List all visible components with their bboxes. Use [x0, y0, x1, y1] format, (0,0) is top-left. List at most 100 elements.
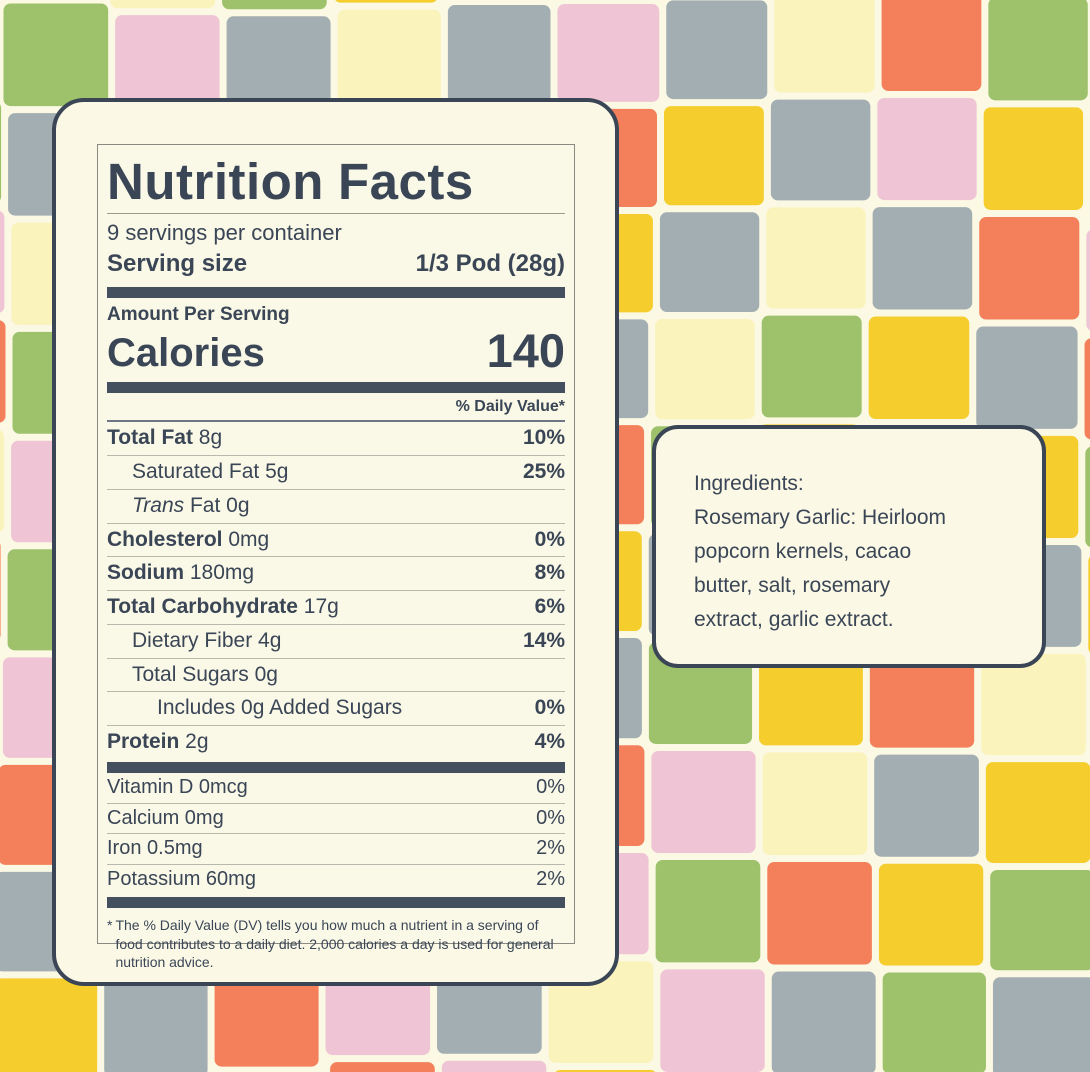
micronutrient-label: Calcium 0mg	[107, 806, 224, 829]
mosaic-tile	[1085, 446, 1090, 548]
nutrient-row: Protein 2g 4%	[98, 726, 574, 759]
micronutrient-row: Vitamin D 0mcg 0%	[98, 773, 574, 803]
nutrient-row-divider	[107, 691, 565, 693]
nutrient-row-divider	[107, 556, 565, 558]
mosaic-tile	[0, 543, 1, 638]
mosaic-tile	[664, 106, 764, 206]
mosaic-tile	[0, 978, 98, 1072]
mosaic-tile	[115, 15, 220, 118]
mosaic-tile	[548, 961, 654, 1063]
bar-below-calories	[107, 382, 565, 394]
mosaic-tile	[761, 315, 862, 418]
nutrient-label-bold: Total Fat	[107, 426, 193, 450]
nutrient-row-divider	[107, 455, 565, 457]
micronutrient-row-divider	[107, 802, 565, 804]
mosaic-tile	[330, 1062, 435, 1072]
nutrient-row-divider	[107, 488, 565, 490]
nutrient-rows: Total Fat 8g 10% Saturated Fat 5g 25% Trans …	[98, 422, 574, 759]
nutrient-daily-value: 4%	[534, 730, 565, 754]
mosaic-tile	[447, 4, 551, 103]
nutrient-label: Saturated Fat 5g	[132, 460, 289, 484]
nutrient-label: Protein 2g	[107, 730, 209, 754]
mosaic-tile	[979, 216, 1080, 320]
calories-value: 140	[486, 324, 565, 377]
mosaic-tile	[759, 642, 863, 746]
mosaic-tile	[1084, 338, 1090, 440]
mosaic-tile	[335, 0, 437, 3]
nutrient-row-divider	[107, 657, 565, 659]
nutrient-label-italic: Trans	[132, 493, 185, 517]
ingredients-line: Ingredients:	[694, 472, 804, 495]
mosaic-tile	[874, 754, 979, 857]
nutrient-daily-value: 8%	[534, 561, 565, 585]
mosaic-tile	[869, 645, 975, 748]
mosaic-tile	[878, 863, 984, 966]
title-word-facts: Facts	[337, 153, 474, 210]
nutrient-row: Saturated Fat 5g 25%	[98, 456, 574, 489]
nutrient-label: Total Fat 8g	[107, 426, 223, 450]
nutrient-daily-value: 0%	[534, 527, 565, 551]
mosaic-tile	[985, 762, 1090, 863]
mosaic-tile	[104, 978, 208, 1072]
micronutrient-label: Iron 0.5mg	[107, 837, 203, 860]
nutrient-label-bold: Total Carbohydrate	[107, 595, 298, 619]
mosaic-tile	[1086, 230, 1090, 331]
bar-above-amount-per-serving	[107, 287, 565, 298]
nutrient-daily-value: 6%	[534, 595, 565, 619]
bar-below-protein	[107, 762, 565, 773]
mosaic-tile	[771, 971, 876, 1072]
mosaic-tile	[992, 977, 1090, 1072]
rule-above-nutrients	[107, 420, 565, 423]
mosaic-tile	[660, 969, 765, 1072]
mosaic-tile	[0, 104, 2, 201]
mosaic-tile	[0, 320, 6, 423]
serving-size-label: Serving size	[107, 250, 248, 277]
nutrient-label: Sodium 180mg	[107, 561, 255, 585]
mosaic-tile	[872, 207, 973, 310]
ingredients-line: butter, salt, rosemary	[694, 574, 891, 598]
ingredients-line: popcorn kernels, cacao	[694, 540, 912, 564]
ingredients-card: Ingredients: Rosemary Garlic: Heirloom pop…	[652, 425, 1046, 668]
micronutrient-label: Potassium 60mg	[107, 867, 256, 890]
micronutrient-row: Iron 0.5mg 2%	[98, 834, 574, 864]
nutrient-label-bold: Sodium	[107, 561, 184, 585]
nutrient-daily-value: 0%	[534, 696, 565, 720]
micronutrient-row-divider	[107, 863, 565, 865]
nutrient-label: Total Sugars 0g	[132, 662, 278, 686]
mosaic-tile	[557, 4, 660, 102]
micronutrient-row: Potassium 60mg 2%	[98, 865, 574, 895]
nutrient-daily-value: 10%	[522, 426, 565, 450]
mosaic-tile	[770, 99, 871, 201]
mosaic-tile	[766, 207, 866, 309]
nutrient-daily-value: 25%	[522, 460, 565, 484]
mosaic-tile	[868, 316, 970, 420]
calories-label: Calories	[107, 331, 265, 376]
nutrient-label: Trans Fat 0g	[132, 493, 250, 517]
nutrient-row: Trans Fat 0g	[98, 490, 574, 523]
mosaic-tile	[988, 0, 1088, 101]
mosaic-tile	[976, 326, 1078, 429]
micronutrient-row: Calcium 0mg 0%	[98, 804, 574, 834]
mosaic-tile	[981, 653, 1086, 756]
amount-per-serving-label: Amount Per Serving	[107, 304, 290, 325]
mosaic-tile	[762, 752, 868, 855]
rule-under-title	[107, 213, 565, 214]
mosaic-tile	[214, 968, 319, 1067]
mosaic-tile	[877, 98, 977, 201]
nutrition-facts-panel: Nutrition Facts 9 servings per container …	[97, 144, 575, 970]
nutrition-facts-title: Nutrition Facts	[98, 145, 574, 213]
micronutrient-rows: Vitamin D 0mcg 0% Calcium 0mg 0% Iron 0.5mg 2…	[98, 773, 574, 894]
nutrient-row: Dietary Fiber 4g 14%	[98, 625, 574, 658]
micronutrient-daily-value: 2%	[536, 837, 565, 860]
ingredients-line: extract, garlic extract.	[694, 608, 894, 632]
mosaic-tile	[0, 211, 5, 313]
daily-value-footnote: * The % Daily Value (DV) tells you how m…	[98, 908, 574, 979]
nutrient-row-divider	[107, 590, 565, 592]
micronutrient-daily-value: 2%	[536, 867, 565, 890]
serving-size-value: 1/3 Pod (28g)	[415, 250, 565, 277]
nutrient-row-divider	[107, 522, 565, 524]
nutrient-row-divider	[107, 623, 565, 625]
mosaic-tile	[655, 860, 761, 963]
ingredients-text: Ingredients: Rosemary Garlic: Heirloom pop…	[694, 467, 1012, 637]
